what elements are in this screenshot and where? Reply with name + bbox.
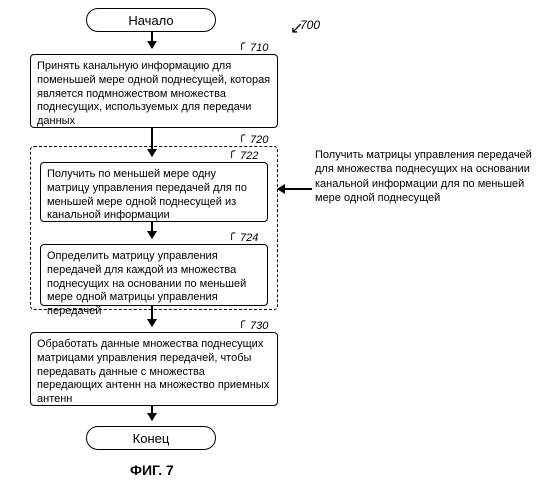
curve-722: ╭ <box>228 148 235 155</box>
process-730: Обработать данные множества поднесущих м… <box>30 332 278 406</box>
label-730-text: 730 <box>250 320 268 332</box>
label-722-text: 722 <box>240 150 258 162</box>
label-730: 730 <box>250 320 268 332</box>
label-722: 722 <box>240 150 258 162</box>
process-710-text: Принять канальную информацию для поменьш… <box>37 60 270 127</box>
label-710: 710 <box>250 42 268 54</box>
process-710: Принять канальную информацию для поменьш… <box>30 54 278 128</box>
label-710-text: 710 <box>250 42 268 54</box>
start-label: Начало <box>128 13 173 28</box>
curve-724: ╭ <box>228 230 235 237</box>
process-722: Получить по меньшей мере одну матрицу уп… <box>40 162 268 222</box>
side-annotation: Получить матрицы управления передачей дл… <box>315 148 543 205</box>
label-720: 720 <box>250 134 268 146</box>
process-730-text: Обработать данные множества поднесущих м… <box>37 338 269 405</box>
figure-caption: ФИГ. 7 <box>130 462 174 478</box>
curve-710: ╭ <box>238 40 245 47</box>
arrow-730-end <box>151 406 153 420</box>
ref-curve: ↙ <box>290 24 303 34</box>
process-722-text: Получить по меньшей мере одну матрицу уп… <box>47 168 247 221</box>
flowchart-diagram: 700 ↙ Начало 710 ╭ Принять канальную инф… <box>0 0 560 500</box>
terminal-end: Конец <box>86 426 216 450</box>
process-724: Определить матрицу управления передачей … <box>40 244 268 306</box>
terminal-start: Начало <box>86 8 216 32</box>
annotation-connector <box>278 188 312 190</box>
arrow-start-710 <box>151 32 153 48</box>
label-724: 724 <box>240 232 258 244</box>
label-724-text: 724 <box>240 232 258 244</box>
caption-text: ФИГ. 7 <box>130 462 174 478</box>
arrow-724-730 <box>151 306 153 326</box>
end-label: Конец <box>133 431 170 446</box>
label-720-text: 720 <box>250 134 268 146</box>
side-annotation-text: Получить матрицы управления передачей дл… <box>315 149 532 204</box>
curve-730: ╭ <box>238 318 245 325</box>
arrow-722-724 <box>151 222 153 238</box>
curve-720: ╭ <box>238 132 245 139</box>
